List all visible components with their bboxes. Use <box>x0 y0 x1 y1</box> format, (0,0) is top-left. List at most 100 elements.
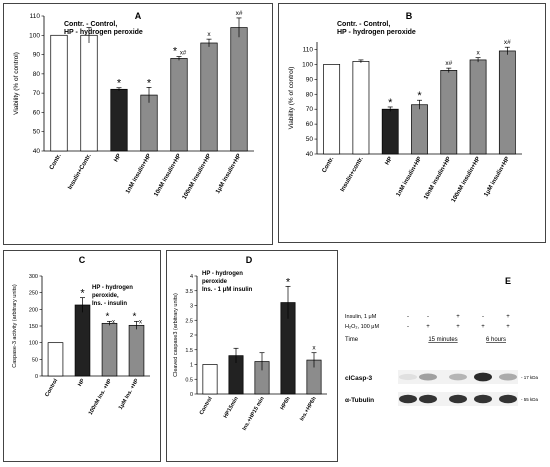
x-tick-label: HP <box>113 153 122 163</box>
y-tick-label: 0.5 <box>185 377 193 383</box>
panel-b: B 40 50 60 70 80 90 100 110 Viability (% of contr… <box>278 3 546 243</box>
y-axis-label: Caspase-3 activity (arbitrary units) <box>12 284 18 368</box>
y-tick-label: 50 <box>33 129 41 136</box>
panel-d: D 0 0.5 1 1.5 2 2.5 3 3.5 4 Cleaved caspase3 (arbi… <box>166 250 338 462</box>
bar <box>101 322 118 377</box>
significance-marker: * <box>133 311 137 322</box>
significance-marker: * <box>80 288 85 300</box>
panel-letter: D <box>246 255 253 265</box>
y-tick-label: 80 <box>33 71 41 78</box>
significance-marker: * <box>417 90 422 102</box>
y-axis-label: Viability (% of control) <box>288 67 295 130</box>
treatment-sign: - <box>407 324 409 330</box>
bar <box>411 104 428 155</box>
legend-text: HP - hydrogen peroxide <box>64 29 143 36</box>
bar <box>469 59 487 155</box>
legend-text: peroxide, <box>92 293 119 299</box>
blot-band <box>449 373 467 381</box>
y-axis-label: Viability (% of control) <box>13 52 20 115</box>
band-label: clCasp-3 <box>345 375 372 382</box>
treatment-sign: - <box>427 314 429 320</box>
y-tick-label: 50 <box>32 357 38 363</box>
bar <box>170 58 188 152</box>
y-tick-label: 100 <box>29 341 38 347</box>
x-tick-label: 10nM insulin+HP <box>423 156 452 201</box>
panel-a: A 40 50 60 70 80 90 100 110 Viability (% of contr… <box>3 3 273 245</box>
bar <box>440 70 458 155</box>
blot-band <box>399 373 417 381</box>
x-tick-label: Control <box>44 378 59 398</box>
blot-band <box>419 373 437 381</box>
y-tick-label: 3.5 <box>185 289 193 295</box>
x-tick-label: HP15min <box>223 395 240 419</box>
y-tick-label: 3 <box>190 304 193 310</box>
blot-band <box>449 394 467 404</box>
y-tick-label: 90 <box>33 52 41 59</box>
blot-band <box>419 394 437 404</box>
blot-band <box>474 372 492 382</box>
bar <box>110 88 128 152</box>
x-tick-label: 1nM insulin+HP <box>396 156 424 198</box>
x-tick-label: 1μM insulin+HP <box>215 153 243 195</box>
time-label: Time <box>345 337 359 343</box>
y-tick-label: 70 <box>306 106 314 113</box>
chart-a: A 40 50 60 70 80 90 100 110 Viability (% of contr… <box>13 10 254 201</box>
time-group-label: 15 minutes <box>428 337 457 343</box>
bar <box>128 324 145 377</box>
x-tick-label: 1μM Ins. +HP <box>118 378 141 411</box>
bar <box>74 304 91 377</box>
bar <box>202 364 218 395</box>
kda-label: - 17 kDa <box>521 375 539 380</box>
y-tick-label: 1 <box>190 363 193 369</box>
legend-text: HP - hydrogen <box>202 271 243 277</box>
panel-letter: E <box>505 276 511 286</box>
treatment-sign: + <box>506 314 510 320</box>
y-tick-label: 0 <box>190 392 193 398</box>
treatment-sign: + <box>481 324 485 330</box>
x-tick-label: 1μM insulin+HP <box>483 156 511 198</box>
significance-marker: x# <box>236 10 243 17</box>
bar <box>381 108 399 155</box>
treatment-sign: + <box>426 324 430 330</box>
y-tick-label: 250 <box>29 291 38 297</box>
bar <box>140 94 158 152</box>
treatment-sign: - <box>482 314 484 320</box>
y-tick-label: 150 <box>29 324 38 330</box>
panel-c: C 0 50 100 150 200 250 300 Caspase-3 activity (a… <box>3 250 161 462</box>
legend-text: Ins. - 1 μM insulin <box>202 287 253 293</box>
y-tick-label: 60 <box>33 109 41 116</box>
treatment-label: Insulin, 1 μM <box>345 314 377 320</box>
western-blot: E Insulin, 1 μM - - + - + H₂O₂, 100 μM - + + + + Time… <box>345 276 539 406</box>
treatment-sign: + <box>506 324 510 330</box>
significance-marker: * <box>147 77 152 89</box>
significance-marker: * <box>286 276 291 288</box>
x-tick-label: HP <box>77 378 86 388</box>
significance-marker: x <box>476 50 480 57</box>
chart-d: D 0 0.5 1 1.5 2 2.5 3 3.5 4 Cleaved caspase3 (arbi… <box>173 255 327 432</box>
legend-text: HP - hydrogen <box>92 285 133 291</box>
bar <box>323 64 341 155</box>
significance-marker: * <box>117 78 122 90</box>
y-tick-label: 100 <box>302 61 313 68</box>
y-tick-label: 200 <box>29 307 38 313</box>
legend-text: Ins. - insulin <box>92 301 127 307</box>
x-tick-label: Contr. <box>322 156 336 174</box>
y-tick-label: 60 <box>306 121 314 128</box>
y-tick-label: 110 <box>303 46 314 53</box>
bar <box>47 342 64 377</box>
bar <box>200 42 218 152</box>
band-label: α-Tubulin <box>345 397 374 404</box>
treatment-sign: + <box>456 324 460 330</box>
y-tick-label: 1.5 <box>185 348 193 354</box>
bar <box>50 34 68 152</box>
x-tick-label: 10nM insulin+HP <box>153 153 182 198</box>
bar <box>352 61 370 155</box>
y-tick-label: 80 <box>306 91 314 98</box>
blot-band <box>474 394 492 404</box>
significance-marker: x <box>139 319 142 325</box>
y-tick-label: 40 <box>33 148 41 155</box>
significance-marker: x <box>207 31 211 38</box>
x-tick-label: 100nM insulin+HP <box>182 153 213 201</box>
significance-marker: x# <box>445 60 452 67</box>
significance-marker: x <box>312 345 316 352</box>
